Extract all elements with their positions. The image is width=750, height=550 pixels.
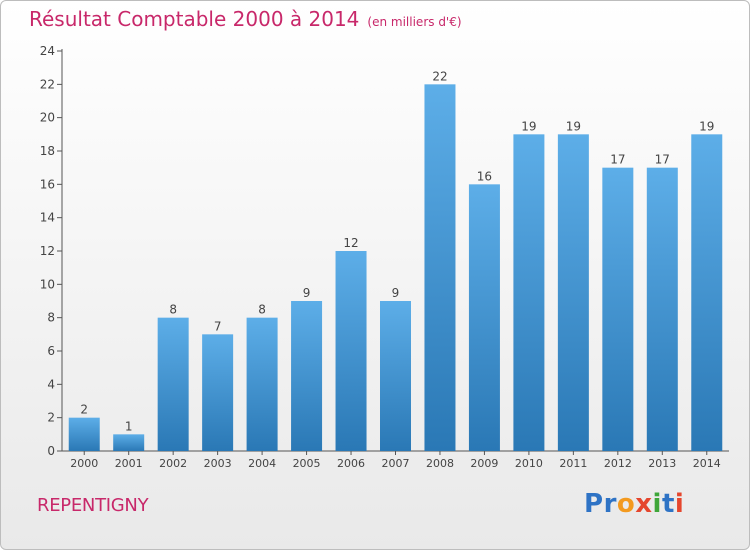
x-tick-label: 2011 [559, 457, 587, 470]
x-tick-label: 2003 [204, 457, 232, 470]
bar-2005 [291, 301, 323, 451]
x-tick-label: 2014 [693, 457, 721, 470]
bar-value-label: 1 [125, 419, 133, 433]
x-tick-label: 2008 [426, 457, 454, 470]
bar-2008 [424, 84, 456, 451]
bar-2007 [380, 301, 411, 451]
y-tick-label: 10 [40, 277, 55, 291]
x-tick-label: 2002 [159, 457, 187, 470]
y-tick-label: 22 [40, 77, 55, 91]
x-tick-label: 2010 [515, 457, 543, 470]
bar-value-label: 9 [303, 286, 311, 300]
x-tick-label: 2006 [337, 457, 365, 470]
x-tick-label: 2004 [248, 457, 276, 470]
bar-value-label: 2 [80, 403, 88, 417]
bar-value-label: 19 [699, 119, 714, 133]
bar-2013 [646, 167, 678, 451]
bar-2010 [513, 134, 545, 452]
y-tick-label: 12 [40, 244, 55, 258]
x-tick-label: 2009 [470, 457, 498, 470]
title-text: Résultat Comptable 2000 à 2014 [29, 7, 360, 31]
x-tick-label: 2013 [648, 457, 676, 470]
bar-2006 [335, 251, 367, 451]
x-tick-label: 2000 [70, 457, 98, 470]
x-tick-label: 2001 [115, 457, 143, 470]
bar-value-label: 7 [214, 319, 222, 333]
bar-2009 [468, 184, 500, 452]
y-tick-label: 20 [40, 111, 55, 125]
y-tick-label: 18 [40, 144, 55, 158]
bar-2003 [202, 334, 234, 451]
bar-value-label: 12 [343, 236, 358, 250]
bar-value-label: 19 [566, 119, 581, 133]
y-tick-label: 8 [47, 311, 55, 325]
y-tick-label: 16 [40, 177, 55, 191]
bar-2011 [557, 134, 589, 452]
bar-2014 [691, 134, 723, 452]
x-tick-label: 2012 [604, 457, 632, 470]
bar-value-label: 22 [432, 69, 447, 83]
bar-2002 [157, 317, 189, 451]
x-tick-label: 2005 [293, 457, 321, 470]
bar-value-label: 16 [477, 169, 492, 183]
bar-value-label: 19 [521, 119, 536, 133]
y-tick-label: 24 [40, 44, 55, 58]
y-tick-label: 0 [47, 444, 55, 458]
bar-value-label: 9 [392, 286, 400, 300]
chart-title: Résultat Comptable 2000 à 2014 (en millie… [29, 7, 462, 31]
bar-value-label: 8 [169, 303, 177, 317]
subtitle-text: (en milliers d'€) [367, 15, 462, 29]
y-tick-label: 4 [47, 377, 55, 391]
x-tick-label: 2007 [382, 457, 410, 470]
y-tick-label: 14 [40, 211, 55, 225]
bar-2004 [246, 317, 278, 451]
bar-value-label: 17 [655, 153, 670, 167]
bar-2001 [113, 434, 145, 451]
bar-2000 [68, 417, 100, 451]
y-tick-label: 2 [47, 411, 55, 425]
bar-value-label: 8 [258, 303, 266, 317]
bar-2012 [602, 167, 634, 451]
bar-value-label: 17 [610, 153, 625, 167]
commune-name: REPENTIGNY [37, 495, 149, 516]
y-tick-label: 6 [47, 344, 55, 358]
proxiti-logo: Proxiti [584, 489, 685, 519]
